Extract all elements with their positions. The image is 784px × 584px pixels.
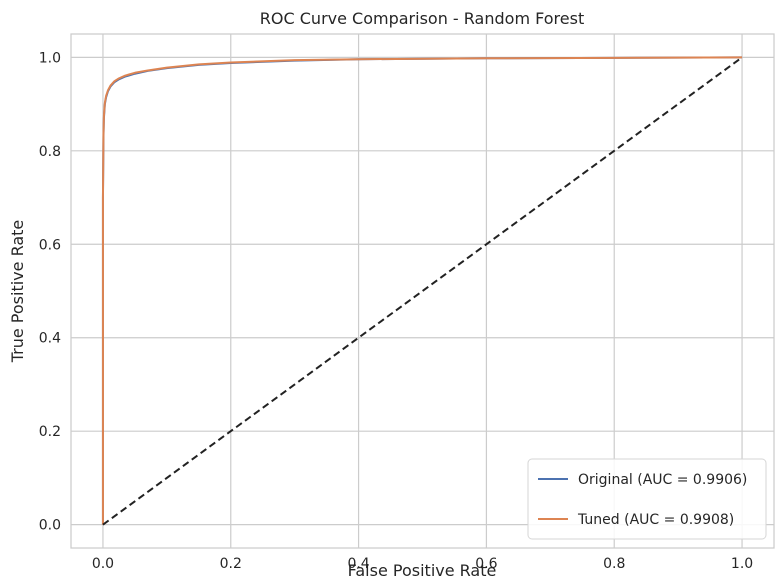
grid-lines: [71, 34, 774, 548]
x-tick-label: 0.2: [220, 556, 242, 572]
y-tick-label: 0.0: [39, 518, 61, 534]
y-tick-label: 0.8: [39, 144, 61, 160]
y-tick-label: 0.2: [39, 424, 61, 440]
x-tick-label: 1.0: [731, 556, 753, 572]
series-lines: [101, 56, 743, 526]
legend-label-original: Original (AUC = 0.9906): [578, 472, 747, 488]
legend: Original (AUC = 0.9906) Tuned (AUC = 0.9…: [527, 458, 767, 540]
series-line-1: [101, 56, 743, 525]
chart-title: ROC Curve Comparison - Random Forest: [260, 9, 584, 28]
y-axis-label: True Positive Rate: [8, 220, 27, 364]
legend-box: [527, 458, 767, 540]
x-tick-label: 0.0: [92, 556, 114, 572]
y-tick-label: 1.0: [39, 50, 61, 66]
legend-label-tuned: Tuned (AUC = 0.9908): [577, 512, 734, 528]
x-axis-label: False Positive Rate: [348, 561, 497, 580]
x-tick-labels: 0.0 0.2 0.4 0.6 0.8 1.0: [92, 556, 753, 572]
x-tick-label: 0.6: [475, 556, 497, 572]
x-tick-label: 0.8: [603, 556, 625, 572]
y-tick-labels: 0.0 0.2 0.4 0.6 0.8 1.0: [39, 50, 61, 533]
x-tick-label: 0.4: [347, 556, 369, 572]
y-tick-label: 0.6: [39, 237, 61, 253]
y-tick-label: 0.4: [39, 331, 61, 347]
